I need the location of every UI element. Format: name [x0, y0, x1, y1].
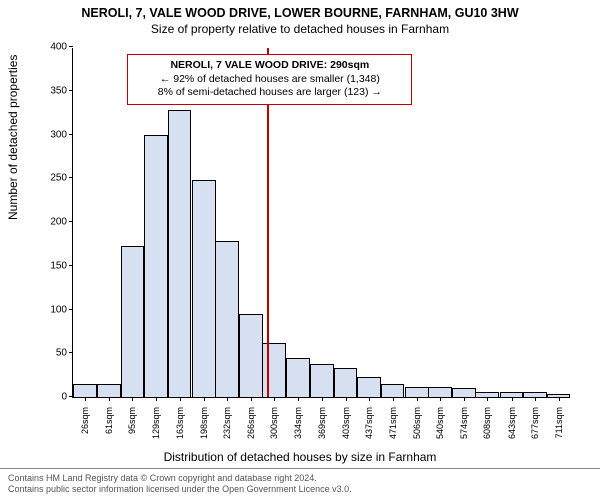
x-tick-mark [393, 397, 394, 401]
x-tick-label: 266sqm [246, 403, 256, 439]
y-tick-label: 0 [43, 392, 73, 403]
x-tick-label: 471sqm [388, 403, 398, 439]
annotation-title: NEROLI, 7 VALE WOOD DRIVE: 290sqm [136, 59, 403, 73]
x-tick-mark [204, 397, 205, 401]
x-tick-label: 643sqm [507, 403, 517, 439]
x-tick-label: 711sqm [554, 403, 564, 438]
y-tick-label: 200 [43, 217, 73, 228]
y-tick-mark [69, 134, 73, 135]
x-tick-mark [180, 397, 181, 401]
histogram-bar [310, 364, 334, 397]
histogram-chart: NEROLI, 7 VALE WOOD DRIVE: 290sqm ← 92% … [72, 48, 570, 398]
histogram-bar [97, 384, 121, 397]
x-tick-label: 677sqm [530, 403, 540, 439]
x-tick-mark [298, 397, 299, 401]
x-tick-label: 506sqm [412, 403, 422, 439]
y-tick-mark [69, 352, 73, 353]
histogram-bar [239, 314, 263, 397]
x-tick-mark [440, 397, 441, 401]
histogram-bar [357, 377, 381, 397]
x-tick-mark [132, 397, 133, 401]
histogram-bar [381, 384, 405, 397]
x-tick-label: 437sqm [364, 403, 374, 439]
x-tick-label: 26sqm [80, 403, 90, 434]
y-tick-mark [69, 309, 73, 310]
annotation-larger: 8% of semi-detached houses are larger (1… [136, 86, 403, 100]
y-tick-label: 300 [43, 129, 73, 140]
footer: Contains HM Land Registry data © Crown c… [0, 468, 600, 500]
x-tick-mark [109, 397, 110, 401]
y-tick-mark [69, 265, 73, 266]
x-tick-mark [156, 397, 157, 401]
x-tick-mark [274, 397, 275, 401]
histogram-bar [452, 388, 476, 397]
x-tick-mark [227, 397, 228, 401]
footer-line-1: Contains HM Land Registry data © Crown c… [8, 473, 592, 485]
x-tick-mark [346, 397, 347, 401]
x-tick-mark [251, 397, 252, 401]
x-tick-label: 61sqm [104, 403, 114, 434]
y-tick-mark [69, 90, 73, 91]
x-tick-label: 608sqm [482, 403, 492, 439]
histogram-bar [428, 387, 452, 398]
y-tick-label: 100 [43, 304, 73, 315]
histogram-bar [192, 180, 216, 397]
chart-subtitle: Size of property relative to detached ho… [0, 20, 600, 36]
histogram-bar [73, 384, 97, 397]
histogram-bar [215, 241, 239, 397]
x-tick-mark [512, 397, 513, 401]
x-tick-mark [487, 397, 488, 401]
x-tick-label: 129sqm [151, 403, 161, 439]
x-tick-mark [464, 397, 465, 401]
histogram-bar [334, 368, 358, 397]
x-tick-mark [559, 397, 560, 401]
histogram-bar [405, 387, 429, 398]
annotation-box: NEROLI, 7 VALE WOOD DRIVE: 290sqm ← 92% … [127, 54, 412, 105]
y-tick-label: 350 [43, 85, 73, 96]
x-tick-label: 232sqm [222, 403, 232, 439]
y-tick-label: 50 [43, 348, 73, 359]
x-tick-label: 403sqm [341, 403, 351, 439]
y-axis-label: Number of detached properties [6, 55, 20, 220]
y-tick-label: 150 [43, 260, 73, 271]
y-tick-mark [69, 177, 73, 178]
footer-line-2: Contains public sector information licen… [8, 484, 592, 496]
histogram-bar [168, 110, 192, 397]
x-tick-mark [322, 397, 323, 401]
histogram-bar [286, 358, 310, 397]
y-tick-mark [69, 46, 73, 47]
x-tick-label: 163sqm [175, 403, 185, 439]
histogram-bar [144, 135, 168, 398]
x-tick-label: 574sqm [459, 403, 469, 439]
y-tick-label: 250 [43, 173, 73, 184]
page-title: NEROLI, 7, VALE WOOD DRIVE, LOWER BOURNE… [0, 0, 600, 20]
x-tick-label: 198sqm [199, 403, 209, 439]
x-tick-mark [417, 397, 418, 401]
histogram-bar [121, 246, 145, 397]
histogram-bar [262, 343, 286, 397]
x-tick-mark [535, 397, 536, 401]
y-tick-label: 400 [43, 42, 73, 53]
x-tick-mark [85, 397, 86, 401]
x-tick-label: 369sqm [317, 403, 327, 439]
annotation-smaller: ← 92% of detached houses are smaller (1,… [136, 73, 403, 87]
x-tick-label: 300sqm [269, 403, 279, 439]
x-tick-label: 95sqm [127, 403, 137, 434]
x-tick-label: 334sqm [293, 403, 303, 439]
x-tick-mark [369, 397, 370, 401]
x-tick-label: 540sqm [435, 403, 445, 439]
y-tick-mark [69, 221, 73, 222]
x-axis-label: Distribution of detached houses by size … [0, 450, 600, 464]
